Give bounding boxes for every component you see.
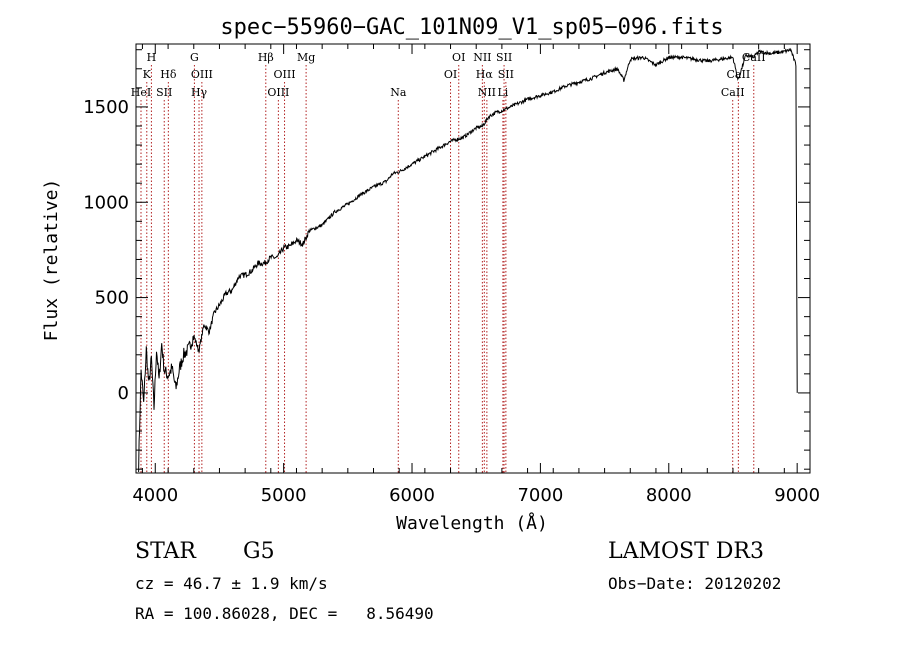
line-marker-label: Li — [497, 86, 508, 99]
line-marker-label: H — [147, 51, 157, 64]
axis-ticks — [136, 44, 811, 473]
observation-date: Obs−Date: 20120202 — [608, 574, 782, 593]
y-axis-label: Flux (relative) — [41, 179, 62, 342]
line-marker-label: OIII — [274, 68, 296, 81]
object-class: STAR — [135, 539, 196, 564]
plot-frame — [135, 43, 811, 474]
series-layer — [138, 47, 798, 473]
line-marker-label: Hγ — [191, 86, 208, 99]
line-marker-label: Na — [390, 86, 407, 99]
chart-title: spec−55960−GAC_101N09_V1_sp05−096.fits — [220, 15, 723, 40]
coordinates: RA = 100.86028, DEC = 8.56490 — [135, 604, 434, 623]
line-marker-label: OI — [444, 68, 457, 81]
line-marker-label: Hα — [476, 68, 494, 81]
line-marker-label: G — [190, 51, 199, 64]
redshift-velocity: cz = 46.7 ± 1.9 km/s — [135, 574, 328, 593]
line-marker-label: NII — [473, 51, 491, 64]
line-marker-label: CaII — [721, 86, 745, 99]
line-marker-label: HeI — [131, 86, 151, 99]
y-tick-label: 1500 — [83, 97, 129, 118]
spectrum-line — [138, 47, 798, 473]
y-tick-label: 1000 — [83, 192, 129, 213]
survey-name: LAMOST DR3 — [608, 539, 764, 564]
line-marker-label: Hδ — [160, 68, 177, 81]
y-tick-label: 500 — [95, 288, 129, 309]
line-marker-label: OI — [452, 51, 465, 64]
x-tick-label: 4000 — [132, 485, 178, 506]
line-marker-label: SII — [498, 68, 514, 81]
line-marker-label: CaII — [727, 68, 751, 81]
line-marker-label: SII — [496, 51, 512, 64]
tick-labels: 4000 5000 6000 7000 8000 9000 0 500 1000 1500 — [83, 97, 820, 506]
line-marker-label: OIII — [191, 68, 213, 81]
line-marker-label: SII — [156, 86, 172, 99]
line-marker-label: K — [143, 68, 152, 81]
line-marker-label: OIII — [267, 86, 289, 99]
line-marker-label: Mg — [297, 51, 315, 64]
line-marker-label: NII — [478, 86, 496, 99]
object-subclass: G5 — [243, 539, 275, 564]
x-tick-label: 5000 — [261, 485, 307, 506]
line-marker-label: Hβ — [258, 51, 274, 64]
y-tick-label: 0 — [118, 383, 129, 404]
x-axis-label: Wavelength (Å) — [396, 512, 548, 534]
x-tick-label: 7000 — [517, 485, 563, 506]
x-tick-label: 8000 — [646, 485, 692, 506]
x-tick-label: 6000 — [389, 485, 435, 506]
x-tick-label: 9000 — [774, 485, 820, 506]
